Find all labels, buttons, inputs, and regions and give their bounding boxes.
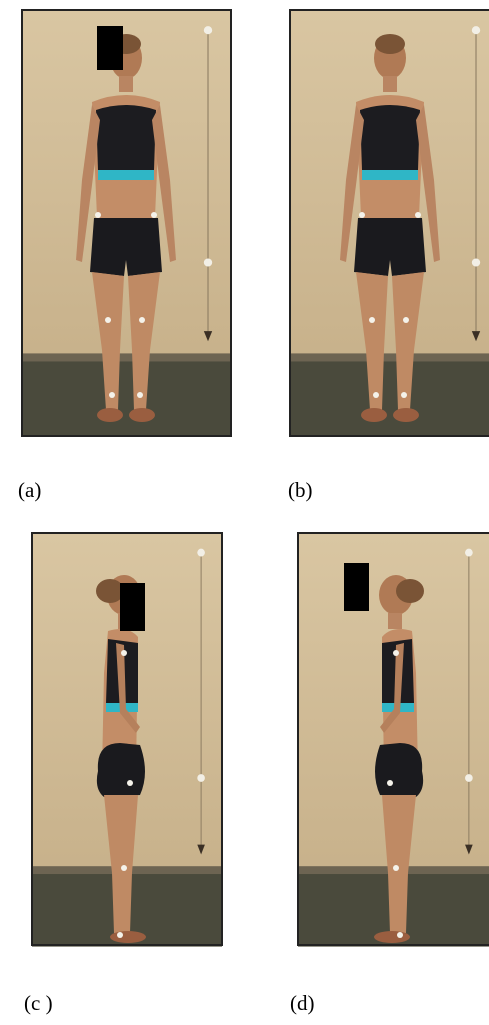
panel-label: (a) (18, 478, 41, 502)
panel-label: (d) (290, 991, 315, 1015)
photo-side-left (297, 532, 489, 948)
panel-label: (b) (288, 478, 313, 502)
photo-side-right (31, 532, 223, 948)
panel-label: (c ) (24, 991, 53, 1015)
photo-front (21, 9, 232, 437)
photo-back (289, 9, 489, 437)
